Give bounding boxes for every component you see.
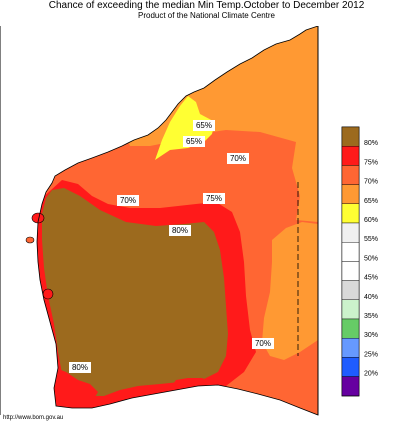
map-label-4: 70%	[120, 196, 136, 205]
map-title: Chance of exceeding the median Min Temp.…	[48, 0, 365, 11]
map-percent-labels: 65% 65% 70% 70% 75% 80% 70% 80%	[69, 120, 274, 373]
map-label-8: 80%	[72, 363, 88, 372]
map-label-2: 65%	[186, 137, 202, 146]
legend-swatch	[341, 203, 360, 224]
legend-swatch	[341, 357, 360, 377]
region-75-southwest	[56, 368, 98, 408]
map-label-3: 70%	[230, 154, 246, 163]
island-houtman	[25, 236, 35, 244]
legend-label: 80%	[364, 140, 378, 147]
legend-label: 20%	[364, 371, 378, 378]
map-label-5: 75%	[206, 194, 222, 203]
coastline	[36, 26, 319, 416]
legend-label: 75%	[364, 159, 378, 166]
legend-label: 60%	[364, 217, 378, 224]
legend-label: 25%	[364, 351, 378, 358]
legend-label: 50%	[364, 255, 378, 262]
legend-swatch	[341, 280, 360, 301]
legend-swatch	[341, 338, 360, 358]
region-65-east	[262, 222, 318, 360]
legend-label: 70%	[364, 179, 378, 186]
region-60	[155, 96, 215, 160]
legend-swatch	[341, 126, 360, 147]
legend-swatch	[341, 376, 360, 397]
region-65-north	[120, 26, 318, 222]
legend-swatch	[341, 165, 360, 185]
legend-label: 40%	[364, 294, 378, 301]
legend-swatch	[341, 241, 360, 262]
legend-swatch	[341, 145, 360, 166]
legend-label: 30%	[364, 332, 378, 339]
island-garden	[42, 288, 54, 300]
map-label-7: 70%	[255, 339, 271, 348]
legend-swatch	[341, 299, 360, 320]
map-subtitle: Product of the National Climate Centre	[138, 11, 275, 20]
source-url: http://www.bom.gov.au	[3, 415, 64, 421]
legend-label: 35%	[364, 313, 378, 320]
legend-label: 65%	[364, 198, 378, 205]
region-80	[42, 188, 228, 396]
legend-swatch	[341, 318, 360, 339]
legend-label: 45%	[364, 275, 378, 282]
map-label-1: 65%	[196, 121, 212, 130]
legend: 80% 75% 70% 65% 60% 55% 50% 45% 40% 35% 30% 25% 20%	[341, 126, 378, 397]
legend-label: 55%	[364, 236, 378, 243]
legend-swatch	[341, 222, 360, 243]
map-panel: 65% 65% 70% 70% 75% 80% 70% 80% 80% 75% 70…	[0, 26, 378, 416]
legend-swatch	[341, 184, 360, 205]
legend-swatch	[341, 261, 360, 281]
map-label-6: 80%	[172, 226, 188, 235]
